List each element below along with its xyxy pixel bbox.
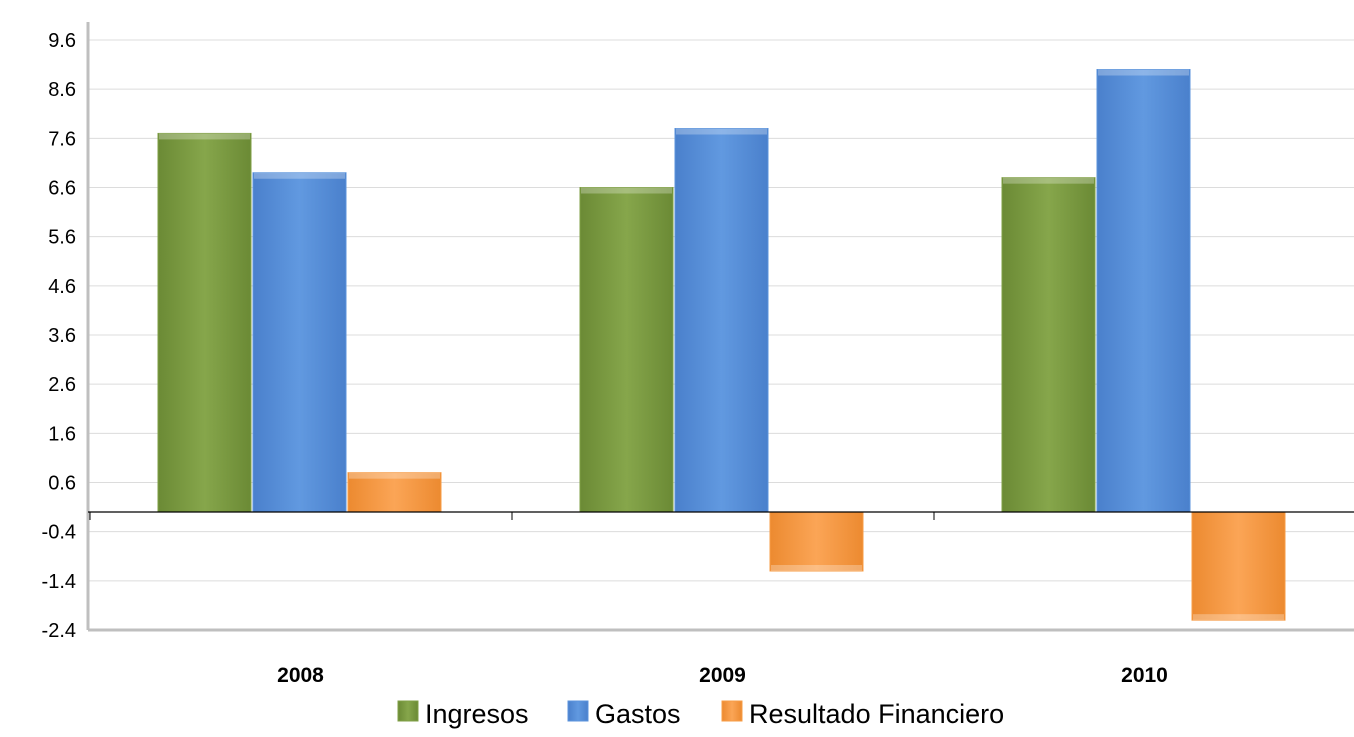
- y-tick-label: 9.6: [48, 30, 76, 52]
- bar-highlight: [254, 172, 345, 179]
- bar-resultado-financiero-2008: [347, 472, 442, 513]
- category-label: 2010: [1121, 664, 1168, 687]
- category-labels: 2008 2009 2010: [277, 664, 1168, 687]
- bar-highlight: [1193, 614, 1284, 621]
- y-tick-label: 8.6: [48, 79, 76, 101]
- legend-swatch-ingresos: [397, 700, 419, 722]
- bar-highlight: [1098, 69, 1189, 76]
- bar-ingresos-2009: [579, 187, 674, 513]
- y-tick-label: 6.6: [48, 178, 76, 200]
- y-tick-label: 5.6: [48, 227, 76, 249]
- bar-highlight: [581, 187, 672, 194]
- axes: [86, 22, 1354, 632]
- legend-swatch-resultado-financiero: [721, 700, 743, 722]
- bar-resultado-financiero-2010: [1191, 511, 1286, 621]
- legend-label: Resultado Financiero: [749, 699, 1004, 729]
- y-tick-label: 1.6: [48, 423, 76, 445]
- legend-swatch-gastos: [567, 700, 589, 722]
- y-tick-label: 2.6: [48, 374, 76, 396]
- bar-resultado-financiero-2009: [769, 511, 864, 572]
- y-tick-label: -1.4: [42, 571, 76, 593]
- bars: [157, 69, 1286, 621]
- bar-gastos-2009: [674, 128, 769, 513]
- zero-axis: [88, 511, 1354, 520]
- legend-label: Gastos: [595, 699, 681, 729]
- bar-highlight: [159, 133, 250, 140]
- y-tick-labels: 9.6 8.6 7.6 6.6 5.6 4.6 3.6 2.6 1.6 0.6 -0.4 -1.4 -2…: [42, 30, 76, 642]
- y-tick-label: 3.6: [48, 325, 76, 347]
- y-tick-label: 7.6: [48, 128, 76, 150]
- y-tick-label: -2.4: [42, 620, 76, 642]
- bar-highlight: [771, 565, 862, 571]
- bar-ingresos-2008: [157, 132, 252, 513]
- bar-gastos-2008: [252, 172, 347, 513]
- legend-label: Ingresos: [425, 699, 529, 729]
- category-label: 2009: [699, 664, 746, 687]
- y-tick-label: 4.6: [48, 276, 76, 298]
- bar-ingresos-2010: [1001, 177, 1096, 513]
- bar-highlight: [1003, 177, 1094, 184]
- y-tick-label: -0.4: [42, 522, 76, 544]
- bar-highlight: [349, 472, 440, 479]
- y-tick-label: 0.6: [48, 473, 76, 495]
- legend: Ingresos Gastos Resultado Financiero: [397, 699, 1004, 729]
- bar-gastos-2010: [1096, 69, 1191, 513]
- category-label: 2008: [277, 664, 324, 687]
- bar-highlight: [676, 128, 767, 135]
